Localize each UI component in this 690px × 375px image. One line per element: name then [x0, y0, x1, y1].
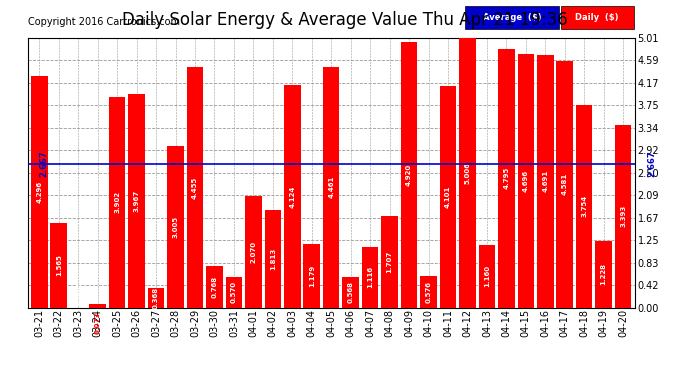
Bar: [342, 277, 359, 308]
Text: Average  ($): Average ($): [482, 13, 541, 22]
Text: 1.160: 1.160: [484, 265, 490, 287]
Text: 4.296: 4.296: [37, 181, 42, 203]
Bar: [187, 68, 204, 308]
Text: Daily  ($): Daily ($): [575, 13, 619, 22]
Text: 1.116: 1.116: [367, 266, 373, 288]
Text: 4.691: 4.691: [542, 170, 549, 192]
Text: 0.570: 0.570: [231, 281, 237, 303]
Text: 3.393: 3.393: [620, 205, 626, 227]
Text: 4.461: 4.461: [328, 176, 334, 198]
Text: Copyright 2016 Cartronics.com: Copyright 2016 Cartronics.com: [28, 17, 179, 27]
Bar: [245, 196, 262, 308]
Bar: [264, 210, 281, 308]
Bar: [518, 54, 534, 307]
Bar: [226, 277, 242, 308]
Bar: [556, 61, 573, 308]
Text: 3.902: 3.902: [114, 191, 120, 213]
Bar: [595, 242, 612, 308]
Text: 4.795: 4.795: [503, 167, 509, 189]
Bar: [323, 67, 339, 308]
Text: 5.006: 5.006: [464, 162, 471, 184]
Text: 0.768: 0.768: [211, 276, 217, 298]
Text: 4.920: 4.920: [406, 164, 412, 186]
Text: 1.228: 1.228: [601, 263, 607, 285]
Bar: [420, 276, 437, 308]
Text: 4.696: 4.696: [523, 170, 529, 192]
Bar: [284, 85, 301, 308]
Text: Daily Solar Energy & Average Value Thu Apr 21 19:36: Daily Solar Energy & Average Value Thu A…: [122, 11, 568, 29]
FancyBboxPatch shape: [561, 6, 633, 29]
Bar: [148, 288, 164, 308]
Text: 1.565: 1.565: [56, 254, 61, 276]
Text: 3.754: 3.754: [581, 195, 587, 217]
Text: 0.000: 0.000: [75, 282, 81, 305]
Bar: [362, 248, 378, 308]
Bar: [167, 146, 184, 308]
Text: 3.005: 3.005: [172, 216, 179, 238]
Text: 1.813: 1.813: [270, 248, 276, 270]
Bar: [206, 266, 223, 308]
Bar: [31, 76, 48, 308]
Text: 0.568: 0.568: [348, 281, 354, 303]
Bar: [50, 223, 67, 308]
Text: 1.179: 1.179: [308, 265, 315, 287]
Text: 4.101: 4.101: [445, 186, 451, 208]
Bar: [459, 38, 475, 308]
Bar: [615, 124, 631, 308]
Text: 4.124: 4.124: [289, 185, 295, 207]
Bar: [128, 94, 145, 308]
Bar: [304, 244, 320, 308]
Bar: [90, 304, 106, 307]
Text: 2.070: 2.070: [250, 241, 257, 263]
Bar: [537, 55, 553, 308]
Text: 4.455: 4.455: [192, 176, 198, 199]
Bar: [576, 105, 593, 308]
Bar: [440, 87, 456, 308]
Text: 4.581: 4.581: [562, 173, 568, 195]
Text: 2.667: 2.667: [40, 150, 49, 177]
Text: 1.707: 1.707: [386, 251, 393, 273]
Text: 0.073: 0.073: [95, 312, 101, 334]
Text: 2.667: 2.667: [647, 150, 656, 177]
Bar: [498, 49, 515, 308]
Bar: [382, 216, 398, 308]
Text: 0.368: 0.368: [153, 286, 159, 309]
FancyBboxPatch shape: [465, 6, 559, 29]
Bar: [109, 97, 126, 308]
Text: 0.576: 0.576: [426, 281, 431, 303]
Text: 3.967: 3.967: [134, 189, 139, 211]
Bar: [401, 42, 417, 308]
Bar: [479, 245, 495, 308]
